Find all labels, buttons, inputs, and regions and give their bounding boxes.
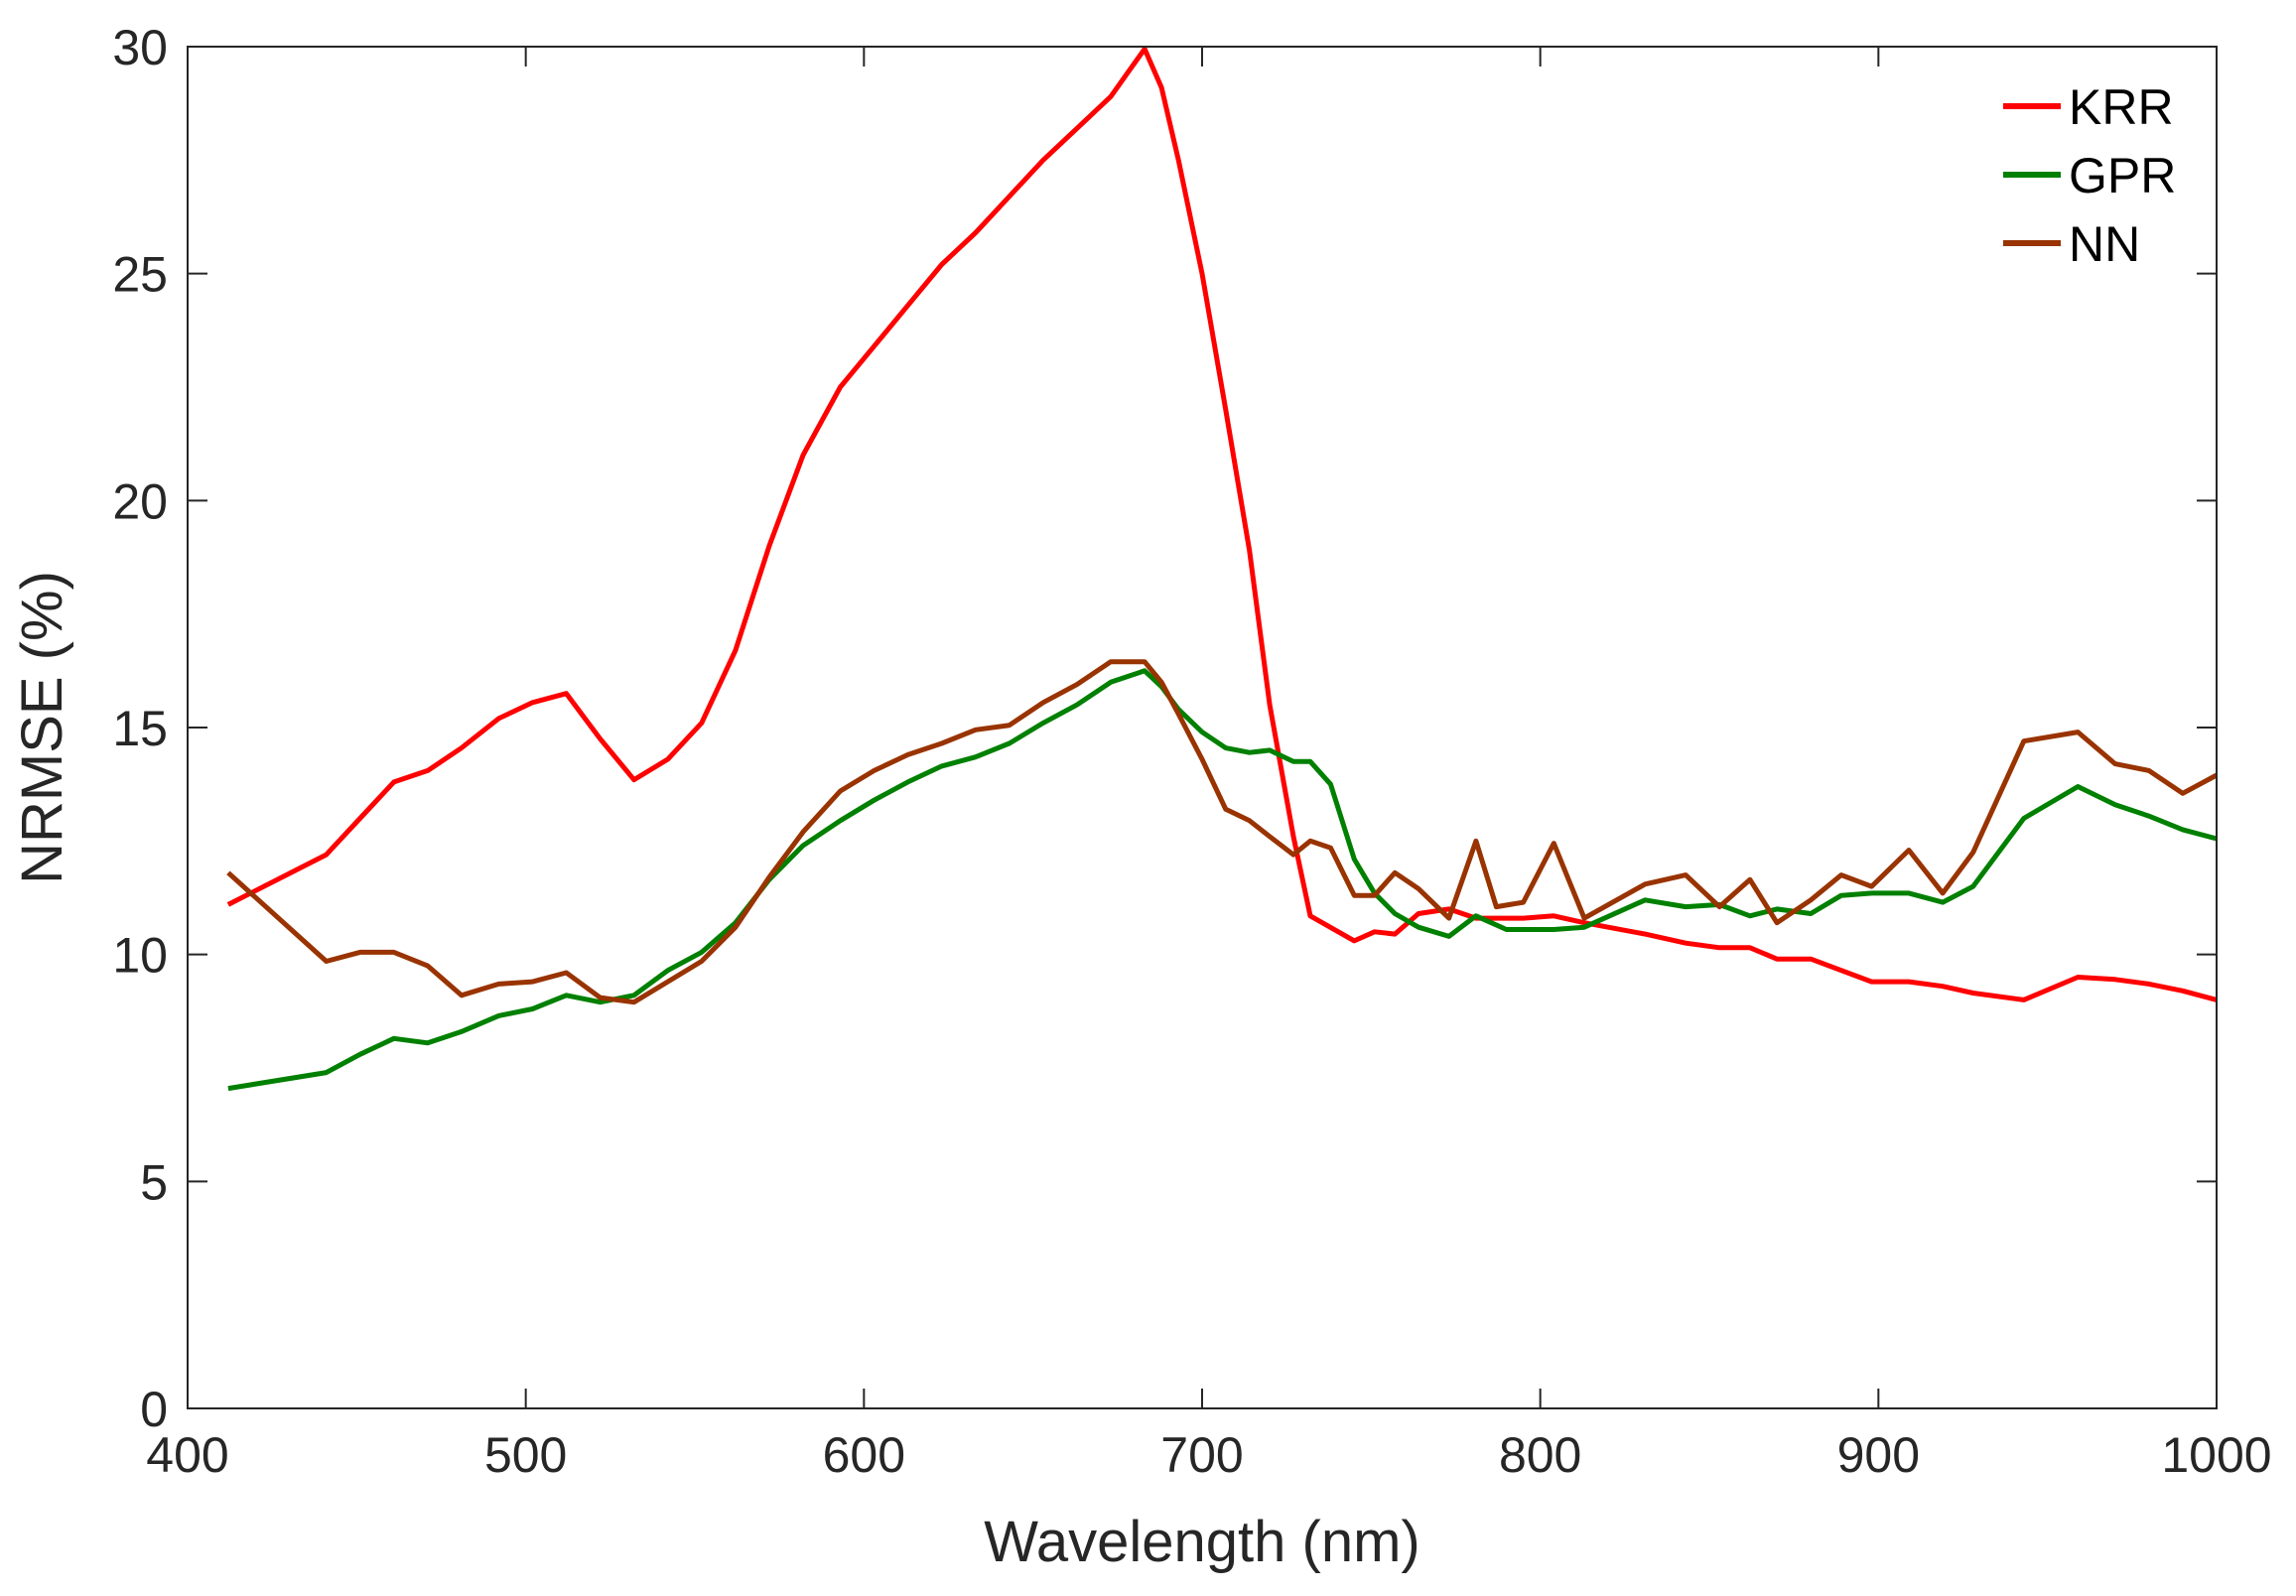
x-axis-ticks: 400 500 600 700 800 900 1000 [146, 47, 2272, 1483]
legend: KRR GPR NN [2003, 79, 2176, 272]
y-tick-label: 0 [140, 1382, 168, 1437]
x-axis-title: Wavelength (nm) [984, 1510, 1419, 1574]
x-tick-label: 700 [1160, 1427, 1243, 1483]
legend-item-nn: NN [2003, 216, 2140, 272]
legend-label: GPR [2069, 148, 2176, 203]
x-tick-label: 500 [484, 1427, 567, 1483]
legend-label: KRR [2069, 79, 2174, 135]
y-axis-title: NRMSE (%) [10, 571, 74, 884]
y-tick-label: 20 [112, 473, 168, 529]
y-tick-label: 10 [112, 928, 168, 984]
legend-item-krr: KRR [2003, 79, 2174, 135]
series-line-krr [226, 46, 2218, 1002]
series-layer [226, 46, 2219, 1092]
y-tick-label: 15 [112, 701, 168, 756]
plot-area-frame [187, 46, 2218, 1409]
x-tick-label: 600 [823, 1427, 905, 1483]
y-tick-label: 30 [112, 20, 168, 75]
series-line-gpr [227, 668, 2218, 1092]
y-axis-ticks: 0 5 10 15 20 25 30 [112, 20, 2217, 1437]
y-tick-label: 25 [112, 247, 168, 303]
legend-item-gpr: GPR [2003, 148, 2176, 203]
legend-label: NN [2069, 216, 2140, 272]
x-tick-label: 800 [1499, 1427, 1581, 1483]
x-tick-label: 400 [146, 1427, 228, 1483]
x-tick-label: 1000 [2161, 1427, 2271, 1483]
y-tick-label: 5 [140, 1154, 168, 1210]
series-line-nn [226, 659, 2219, 1005]
x-tick-label: 900 [1837, 1427, 1920, 1483]
